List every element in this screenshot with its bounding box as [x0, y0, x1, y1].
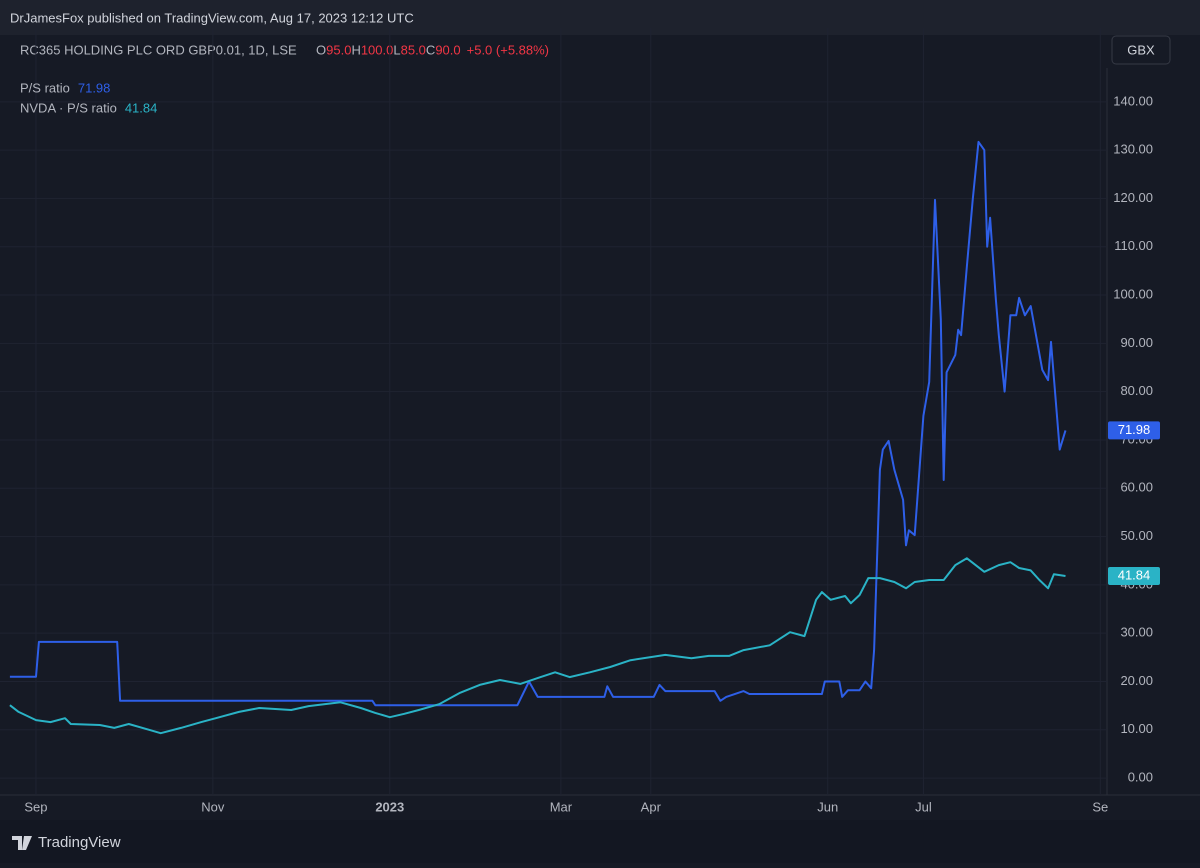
y-tick-label: 100.00 [1113, 286, 1153, 301]
y-tick-label: 10.00 [1120, 721, 1153, 736]
ohlc-value: 90.0 [435, 42, 460, 57]
last-value-label: 41.84 [1118, 567, 1151, 582]
y-tick-label: 0.00 [1128, 770, 1153, 785]
ohlc: O 95.0 H 100.0 L 85.0 C 90.0 +5.0 (+5.88%) [316, 42, 549, 57]
logo [12, 836, 32, 850]
ohlc-key: L [393, 42, 400, 57]
y-tick-label: 50.00 [1120, 528, 1153, 543]
publisher: DrJamesFox published on TradingView.com,… [10, 10, 414, 25]
x-tick-label: Mar [550, 799, 573, 814]
brand: TradingView [38, 834, 121, 851]
ohlc-key: H [351, 42, 360, 57]
legend-value: 71.98 [78, 80, 111, 95]
x-tick-label: Jul [915, 799, 932, 814]
last-value-box [1108, 421, 1160, 440]
series-line [9, 140, 1067, 707]
y-tick-label: 30.00 [1120, 625, 1153, 640]
series-line [9, 557, 1066, 735]
ohlc-key: O [316, 42, 326, 57]
x-tick-label: Sep [24, 799, 47, 814]
ohlc-value: 85.0 [401, 42, 426, 57]
y-tick-label: 110.00 [1114, 238, 1153, 253]
ohlc-key: C [426, 42, 435, 57]
legend-name: P/S ratio [20, 80, 70, 95]
legend-name: NVDA · P/S ratio [20, 100, 117, 115]
ohlc-value: 100.0 [361, 42, 394, 57]
last-value-box [1108, 566, 1160, 585]
legend-value: 41.84 [125, 100, 158, 115]
last-value-label: 71.98 [1118, 422, 1151, 437]
x-tick-label: Nov [201, 799, 225, 814]
currency[interactable]: GBX [1127, 42, 1155, 57]
symbol: RC365 HOLDING PLC ORD GBP0.01, 1D, LSE [20, 42, 297, 57]
y-tick-label: 120.00 [1113, 190, 1153, 205]
y-tick-label: 60.00 [1120, 480, 1153, 495]
y-tick-label: 130.00 [1113, 142, 1153, 157]
currency-button[interactable] [1111, 35, 1171, 65]
y-tick-label: 80.00 [1120, 383, 1153, 398]
x-tick-label: 2023 [375, 799, 404, 814]
y-tick-label: 20.00 [1120, 673, 1153, 688]
x-tick-label: Apr [641, 799, 662, 814]
footer-bar [0, 820, 1200, 863]
ohlc-value: 95.0 [326, 42, 351, 57]
y-tick-label: 140.00 [1113, 93, 1153, 108]
x-tick-label: Jun [817, 799, 838, 814]
change: +5.0 (+5.88%) [467, 42, 549, 57]
y-tick-label: 90.00 [1120, 335, 1153, 350]
top-bar [0, 0, 1200, 35]
x-tick-label: Se [1092, 799, 1108, 814]
